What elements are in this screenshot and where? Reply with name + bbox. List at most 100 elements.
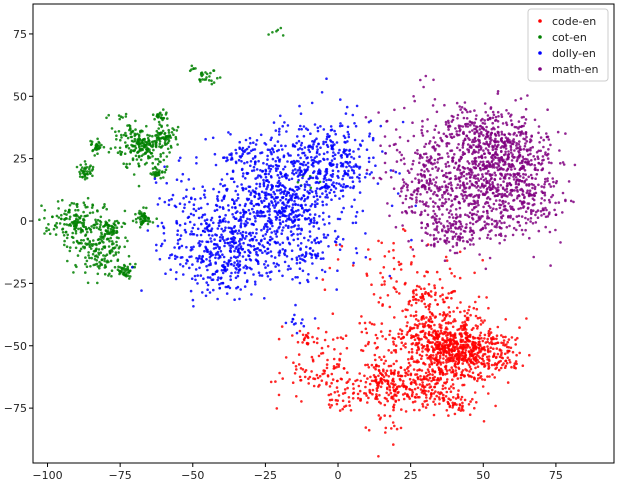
point-dolly-en xyxy=(212,221,215,225)
point-math-en xyxy=(464,213,467,216)
point-cot-en xyxy=(122,162,125,165)
point-code-en xyxy=(303,375,307,379)
point-math-en xyxy=(490,131,493,135)
point-math-en xyxy=(494,118,498,122)
point-dolly-en xyxy=(342,183,346,186)
point-math-en xyxy=(513,131,516,135)
point-code-en xyxy=(374,358,377,362)
point-code-en xyxy=(425,383,429,387)
point-code-en xyxy=(433,293,437,297)
point-code-en xyxy=(490,342,494,346)
point-dolly-en xyxy=(178,237,182,241)
point-dolly-en xyxy=(180,179,183,183)
point-dolly-en xyxy=(325,178,328,182)
point-dolly-en xyxy=(183,222,187,225)
point-dolly-en xyxy=(314,254,318,257)
point-dolly-en xyxy=(299,257,302,261)
point-code-en xyxy=(397,374,400,378)
point-math-en xyxy=(488,197,492,201)
point-dolly-en xyxy=(321,192,324,195)
point-cot-en xyxy=(112,254,115,257)
point-math-en xyxy=(415,192,419,196)
point-math-en xyxy=(509,165,512,169)
point-code-en xyxy=(463,351,467,355)
point-dolly-en xyxy=(238,140,241,144)
point-code-en xyxy=(369,391,372,395)
point-math-en xyxy=(493,127,496,131)
point-code-en xyxy=(440,326,443,330)
point-code-en xyxy=(298,329,302,333)
point-code-en xyxy=(291,381,295,385)
point-code-en xyxy=(418,383,422,386)
point-dolly-en xyxy=(317,241,321,245)
point-dolly-en xyxy=(294,303,297,307)
point-cot-en xyxy=(98,264,102,268)
point-math-en xyxy=(400,190,403,193)
point-code-en xyxy=(450,353,454,357)
point-cot-en xyxy=(73,221,76,225)
point-dolly-en xyxy=(156,224,160,228)
point-dolly-en xyxy=(293,168,297,171)
point-math-en xyxy=(516,146,520,150)
point-dolly-en xyxy=(191,263,194,266)
point-code-en xyxy=(384,359,388,363)
point-dolly-en xyxy=(258,274,262,277)
point-code-en xyxy=(414,360,417,364)
point-cot-en xyxy=(94,145,98,149)
point-dolly-en xyxy=(355,104,359,108)
point-cot-en xyxy=(137,135,141,138)
point-dolly-en xyxy=(268,227,272,231)
point-dolly-en xyxy=(262,245,266,249)
point-cot-en xyxy=(66,259,69,263)
point-dolly-en xyxy=(239,288,242,291)
point-code-en xyxy=(431,314,435,317)
point-code-en xyxy=(380,283,384,287)
point-code-en xyxy=(358,321,362,325)
point-dolly-en xyxy=(290,198,294,202)
point-dolly-en xyxy=(356,175,359,179)
point-dolly-en xyxy=(173,246,176,249)
point-math-en xyxy=(493,171,497,175)
point-code-en xyxy=(302,338,306,342)
point-math-en xyxy=(544,177,547,181)
point-code-en xyxy=(351,264,355,267)
point-dolly-en xyxy=(248,212,252,215)
point-dolly-en xyxy=(291,278,294,281)
point-code-en xyxy=(404,387,408,391)
point-math-en xyxy=(547,161,551,164)
point-math-en xyxy=(481,121,485,125)
point-dolly-en xyxy=(374,164,377,167)
point-cot-en xyxy=(96,272,100,276)
point-cot-en xyxy=(128,162,131,166)
point-dolly-en xyxy=(217,224,221,228)
point-code-en xyxy=(457,361,460,365)
point-math-en xyxy=(415,196,418,199)
point-math-en xyxy=(401,201,405,205)
point-cot-en xyxy=(167,128,170,132)
point-math-en xyxy=(454,208,458,211)
point-math-en xyxy=(523,122,527,125)
point-dolly-en xyxy=(261,251,264,254)
point-code-en xyxy=(292,361,295,365)
point-code-en xyxy=(405,333,409,336)
point-dolly-en xyxy=(330,159,334,162)
point-dolly-en xyxy=(257,192,261,196)
point-code-en xyxy=(430,295,433,298)
point-code-en xyxy=(372,374,376,377)
point-code-en xyxy=(473,344,477,347)
point-dolly-en xyxy=(189,248,193,252)
series-cot-en xyxy=(38,26,322,285)
point-cot-en xyxy=(134,217,138,221)
point-math-en xyxy=(450,213,454,216)
point-math-en xyxy=(450,120,454,123)
point-dolly-en xyxy=(304,251,308,254)
point-math-en xyxy=(469,110,472,113)
point-cot-en xyxy=(136,216,140,220)
point-dolly-en xyxy=(255,182,258,186)
point-cot-en xyxy=(164,135,167,138)
point-dolly-en xyxy=(243,150,246,154)
point-code-en xyxy=(410,355,414,358)
point-cot-en xyxy=(127,124,131,127)
point-dolly-en xyxy=(308,184,311,187)
point-code-en xyxy=(447,397,451,401)
